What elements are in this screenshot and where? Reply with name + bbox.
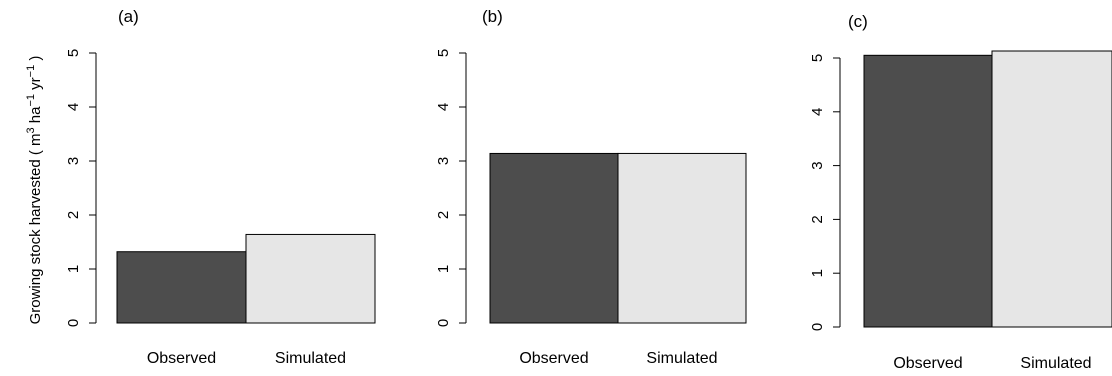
- chart-panel-1: (a) 0 1 2 3 4 5 Observed Simulated: [65, 7, 376, 367]
- y-tick-label: 4: [65, 103, 82, 111]
- x-category-label: Simulated: [646, 350, 717, 367]
- y-tick-label: 1: [809, 269, 826, 277]
- y-tick-label: 0: [809, 323, 826, 331]
- y-tick-label: 3: [435, 157, 452, 165]
- y-tick-label: 3: [65, 157, 82, 165]
- y-tick-label: 5: [809, 54, 826, 62]
- y-tick-label: 1: [435, 265, 452, 273]
- y-tick-label: 0: [65, 319, 82, 327]
- bar-observed: [863, 54, 993, 328]
- bar-simulated: [245, 233, 376, 324]
- bar-simulated: [991, 50, 1112, 328]
- chart-panel-2: (b) 0 1 2 3 4 5 Observed Simulated: [435, 7, 747, 367]
- ylabel-suffix: ): [27, 56, 44, 65]
- x-category-label: Observed: [147, 350, 216, 367]
- x-category-label: Simulated: [275, 350, 346, 367]
- bar-simulated: [617, 152, 747, 324]
- y-tick-label: 1: [65, 265, 82, 273]
- y-tick-label: 3: [809, 161, 826, 169]
- y-tick-label: 4: [809, 108, 826, 116]
- x-category-label: Simulated: [1020, 355, 1091, 372]
- ylabel-sup1: 3: [25, 127, 37, 133]
- y-tick-label: 4: [435, 103, 452, 111]
- ylabel-prefix: Growing stock harvested ( m: [27, 134, 44, 325]
- ylabel-sup2: −1: [25, 94, 37, 107]
- panel-label: (c): [848, 12, 868, 31]
- svg-text:Growing stock harvested ( m3 h: Growing stock harvested ( m3 ha−1 yr−1 ): [25, 56, 44, 325]
- x-category-label: Observed: [519, 350, 588, 367]
- y-tick-label: 2: [65, 211, 82, 219]
- panel-label: (a): [118, 7, 139, 26]
- chart-panel-3: (c) 0 1 2 3 4 5 Observed Simulated: [809, 12, 1112, 372]
- x-category-label: Observed: [893, 355, 962, 372]
- ylabel-mid2: yr: [27, 77, 44, 94]
- y-tick-label: 0: [435, 319, 452, 327]
- panel-label: (b): [482, 7, 503, 26]
- y-tick-label: 2: [435, 211, 452, 219]
- ylabel-mid: ha: [27, 106, 44, 128]
- y-axis-title: Growing stock harvested ( m3 ha−1 yr−1 ): [25, 56, 44, 325]
- bar-observed: [116, 251, 247, 324]
- y-tick-label: 5: [65, 49, 82, 57]
- ylabel-sup3: −1: [25, 65, 37, 78]
- y-tick-label: 5: [435, 49, 452, 57]
- bar-observed: [489, 152, 619, 324]
- y-tick-label: 2: [809, 215, 826, 223]
